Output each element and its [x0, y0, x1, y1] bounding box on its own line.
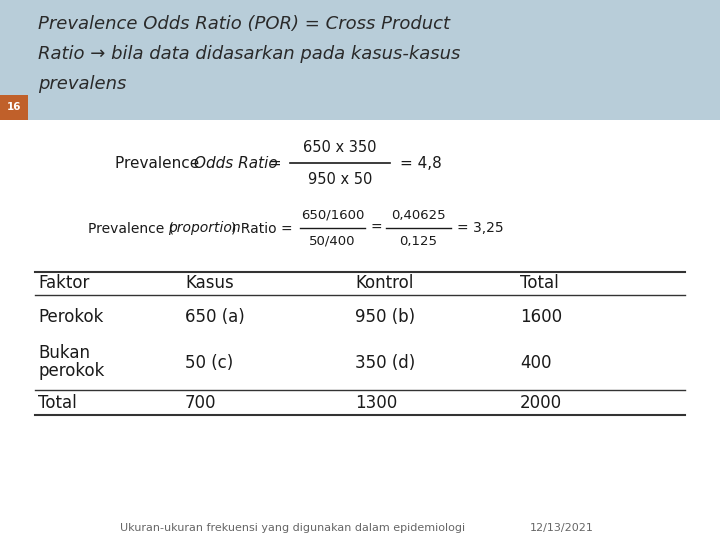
Text: Perokok: Perokok [38, 308, 104, 327]
Text: 650 (a): 650 (a) [185, 308, 245, 327]
Text: 16: 16 [6, 102, 22, 112]
Text: 2000: 2000 [520, 394, 562, 411]
Bar [0, 95, 28, 120]
Text: 950 x 50: 950 x 50 [308, 172, 372, 186]
Text: 1300: 1300 [355, 394, 397, 411]
Text: =: = [371, 221, 382, 235]
Text: Kontrol: Kontrol [355, 274, 413, 293]
Text: 0,125: 0,125 [400, 234, 438, 247]
Text: Faktor: Faktor [38, 274, 89, 293]
Text: Prevalence: Prevalence [115, 156, 204, 171]
Text: Odds Ratio: Odds Ratio [194, 156, 278, 171]
Text: Kasus: Kasus [185, 274, 234, 293]
Text: perokok: perokok [38, 362, 104, 381]
Text: 650 x 350: 650 x 350 [303, 139, 377, 154]
Text: ) Ratio =: ) Ratio = [231, 221, 292, 235]
Bar [0, 120, 720, 540]
Text: 12/13/2021: 12/13/2021 [530, 523, 594, 533]
Text: Ukuran-ukuran frekuensi yang digunakan dalam epidemiologi: Ukuran-ukuran frekuensi yang digunakan d… [120, 523, 465, 533]
Text: Bukan: Bukan [38, 345, 90, 362]
Text: Prevalence (: Prevalence ( [88, 221, 174, 235]
Text: 650/1600: 650/1600 [301, 208, 364, 221]
Text: =: = [264, 156, 282, 171]
Text: 50 (c): 50 (c) [185, 354, 233, 372]
Text: 700: 700 [185, 394, 217, 411]
Text: Prevalence Odds Ratio (POR) = Cross Product: Prevalence Odds Ratio (POR) = Cross Prod… [38, 15, 450, 33]
Text: prevalens: prevalens [38, 75, 127, 93]
Text: 950 (b): 950 (b) [355, 308, 415, 327]
Text: 1600: 1600 [520, 308, 562, 327]
Text: 400: 400 [520, 354, 552, 372]
Text: proportion: proportion [168, 221, 240, 235]
Text: 50/400: 50/400 [310, 234, 356, 247]
Text: 350 (d): 350 (d) [355, 354, 415, 372]
Text: Ratio → bila data didasarkan pada kasus-kasus: Ratio → bila data didasarkan pada kasus-… [38, 45, 460, 63]
Text: = 4,8: = 4,8 [400, 156, 442, 171]
Text: 0,40625: 0,40625 [391, 208, 446, 221]
Text: Total: Total [520, 274, 559, 293]
Text: Total: Total [38, 394, 77, 411]
Bar [0, 0, 720, 120]
Text: = 3,25: = 3,25 [457, 221, 503, 235]
